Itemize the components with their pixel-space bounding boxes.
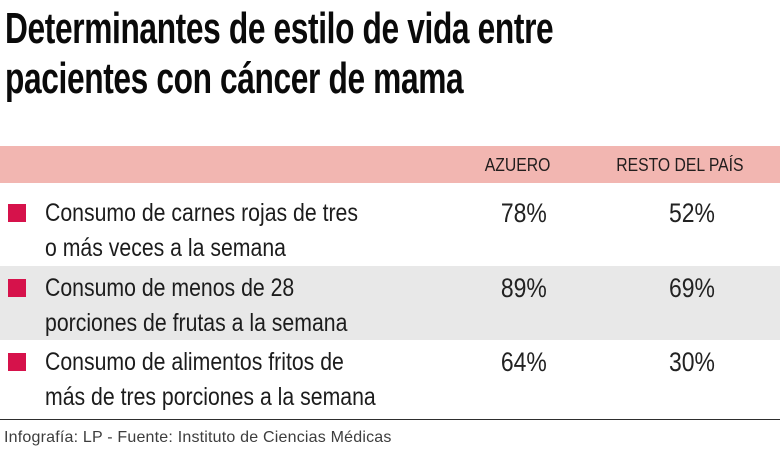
column-header-azuero: AZUERO bbox=[484, 154, 551, 175]
bullet-square-icon bbox=[8, 279, 26, 297]
row-label-cell: Consumo de menos de 28 porciones de frut… bbox=[0, 271, 455, 341]
row-label-cell: Consumo de alimentos fritos de más de tr… bbox=[0, 345, 455, 415]
bullet-square-icon bbox=[8, 353, 26, 371]
table-header-row: AZUERO RESTO DEL PAÍS bbox=[0, 146, 780, 183]
title-area: Determinantes de estilo de vida entre pa… bbox=[0, 0, 780, 146]
page-title-line-1: Determinantes de estilo de vida entre bbox=[5, 4, 554, 53]
row-label: Consumo de menos de 28 porciones de frut… bbox=[45, 274, 348, 337]
value-azuero: 78% bbox=[501, 198, 548, 228]
value-resto-del-pais: 30% bbox=[668, 347, 715, 377]
footer-credit: Infografía: LP - Fuente: Instituto de Ci… bbox=[4, 429, 392, 446]
value-azuero: 89% bbox=[501, 273, 548, 303]
row-label: Consumo de carnes rojas de tres o más ve… bbox=[45, 199, 359, 262]
page-title-line-2: pacientes con cáncer de mama bbox=[5, 54, 464, 103]
row-label: Consumo de alimentos fritos de más de tr… bbox=[45, 348, 376, 411]
footer-divider bbox=[0, 419, 780, 420]
row-label-cell: Consumo de carnes rojas de tres o más ve… bbox=[0, 196, 455, 266]
table-row-frutas: Consumo de menos de 28 porciones de frut… bbox=[0, 266, 780, 340]
column-header-resto-del-pais: RESTO DEL PAÍS bbox=[616, 154, 744, 175]
bullet-square-icon bbox=[8, 204, 26, 222]
table-row-carnes-rojas: Consumo de carnes rojas de tres o más ve… bbox=[0, 183, 780, 266]
value-resto-del-pais: 69% bbox=[668, 273, 715, 303]
table-row-alimentos-fritos: Consumo de alimentos fritos de más de tr… bbox=[0, 340, 780, 417]
value-resto-del-pais: 52% bbox=[668, 198, 715, 228]
value-azuero: 64% bbox=[501, 347, 548, 377]
page-title: Determinantes de estilo de vida entre pa… bbox=[5, 4, 780, 104]
